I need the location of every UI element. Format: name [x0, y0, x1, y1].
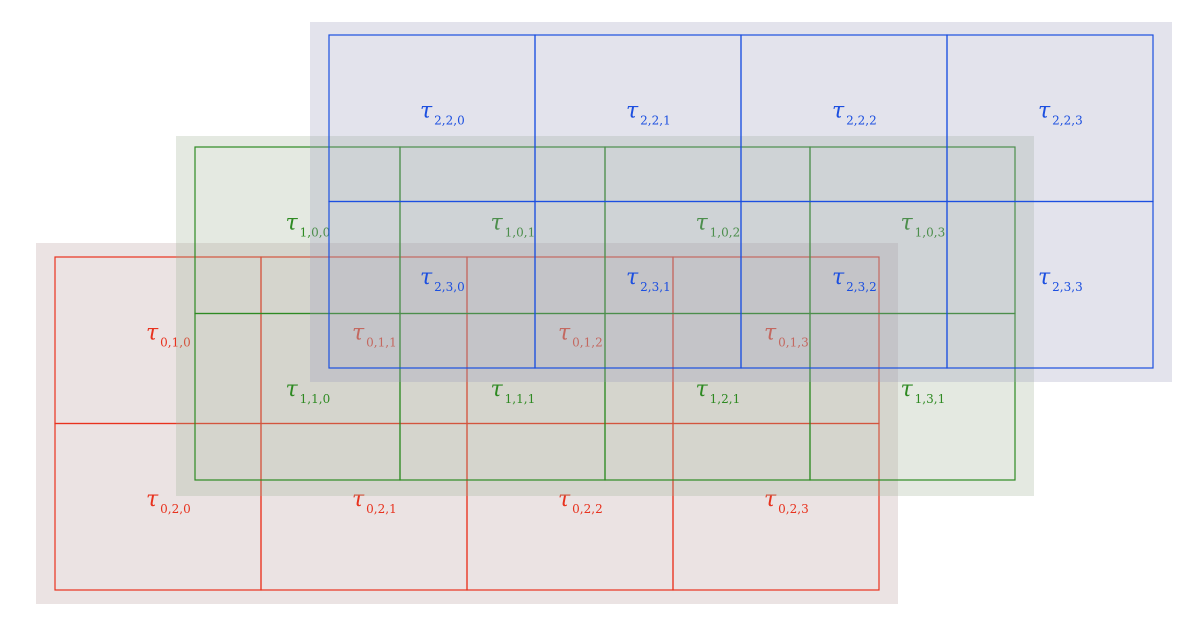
tile-label-2-0-2: τ 2,2,2 — [832, 98, 877, 127]
tile-label-1-1-2: τ 1,2,1 — [696, 377, 741, 406]
tile-layer-2: τ 2,2,0 τ 2,2,1 τ 2,2,2 τ 2,2,3 τ 2,3,0 τ 2,3,1 τ 2,3… — [310, 22, 1172, 382]
tile-label-2-1-0: τ 2,3,0 — [420, 265, 465, 294]
tile-label-0-1-2: τ 0,2,2 — [558, 487, 603, 516]
tile-label-1-0-0: τ 1,0,0 — [286, 210, 331, 239]
tile-label-2-1-1: τ 2,3,1 — [626, 265, 671, 294]
tile-label-1-1-0: τ 1,1,0 — [286, 377, 331, 406]
tile-label-0-0-2: τ 0,1,2 — [558, 320, 603, 349]
tile-label-0-0-0: τ 0,1,0 — [146, 320, 191, 349]
tile-cell-2-1-3 — [946, 200, 1154, 369]
tile-cell-0-1-3 — [672, 422, 880, 591]
tile-label-2-1-2: τ 2,3,2 — [832, 265, 877, 294]
tile-label-1-0-2: τ 1,0,2 — [696, 210, 741, 239]
tile-cell-1-1-3 — [809, 312, 1016, 481]
tile-label-2-1-3: τ 2,3,3 — [1038, 265, 1083, 294]
tile-label-0-1-0: τ 0,2,0 — [146, 487, 191, 516]
tile-label-2-0-1: τ 2,2,1 — [626, 98, 671, 127]
tile-label-2-0-3: τ 2,2,3 — [1038, 98, 1083, 127]
tile-label-1-0-3: τ 1,0,3 — [901, 210, 946, 239]
tile-label-0-0-3: τ 0,1,3 — [764, 320, 809, 349]
tile-label-0-1-3: τ 0,2,3 — [764, 487, 809, 516]
tile-label-0-0-1: τ 0,1,1 — [352, 320, 397, 349]
tile-label-1-1-1: τ 1,1,1 — [491, 377, 536, 406]
tile-label-0-1-1: τ 0,2,1 — [352, 487, 397, 516]
tile-label-1-0-1: τ 1,0,1 — [491, 210, 536, 239]
tile-layer-1: τ 1,0,0 τ 1,0,1 τ 1,0,2 τ 1,0,3 τ 1,1,0 τ 1,1,1 τ 1,2… — [176, 136, 1034, 496]
tile-label-1-1-3: τ 1,3,1 — [901, 377, 946, 406]
tile-label-2-0-0: τ 2,2,0 — [420, 98, 465, 127]
tile-layer-0: τ 0,1,0 τ 0,1,1 τ 0,1,2 τ 0,1,3 τ 0,2,0 τ 0,2,1 τ 0,2… — [36, 243, 898, 604]
